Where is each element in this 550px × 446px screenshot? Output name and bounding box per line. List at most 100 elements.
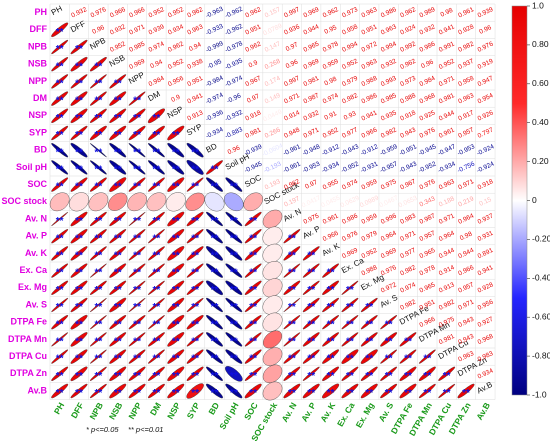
row-label: SOC stock bbox=[1, 196, 48, 206]
correlation-ellipse bbox=[186, 211, 204, 227]
significance-stars: ** bbox=[307, 319, 315, 330]
significance-stars: ** bbox=[172, 319, 180, 330]
correlation-ellipse bbox=[360, 332, 378, 347]
significance-stars: ** bbox=[230, 354, 238, 365]
correlation-ellipse bbox=[283, 383, 301, 399]
correlation-value: 0.976 bbox=[380, 264, 398, 277]
correlation-value: 0.0455 bbox=[320, 194, 341, 209]
significance-stars: ** bbox=[133, 319, 141, 330]
correlation-ellipse bbox=[186, 246, 204, 261]
correlation-ellipse bbox=[302, 383, 320, 399]
correlation-ellipse bbox=[186, 159, 204, 175]
correlation-ellipse bbox=[167, 160, 185, 175]
significance-stars: ** bbox=[191, 251, 199, 262]
correlation-value: 0.986 bbox=[341, 212, 359, 225]
significance-stars: ** bbox=[404, 388, 412, 399]
correlation-value: 0.932 bbox=[109, 23, 127, 36]
correlation-value: 0.97 bbox=[246, 93, 261, 105]
significance-stars: ** bbox=[288, 319, 296, 330]
significance-stars: ** bbox=[75, 113, 83, 124]
significance-stars: ** bbox=[133, 337, 141, 348]
correlation-value: 0.97 bbox=[304, 179, 319, 191]
significance-stars: ** bbox=[211, 337, 219, 348]
correlation-ellipse bbox=[205, 246, 224, 261]
correlation-ellipse bbox=[109, 383, 127, 399]
correlation-ellipse bbox=[70, 74, 88, 89]
significance-stars: ** bbox=[307, 285, 315, 296]
correlation-value: 0.943 bbox=[457, 316, 475, 329]
correlation-ellipse bbox=[244, 246, 262, 261]
correlation-ellipse bbox=[89, 246, 107, 261]
significance-stars: ** bbox=[114, 233, 122, 244]
column-label: Av.B bbox=[474, 401, 492, 422]
colorbar-tick-label: -0.40 bbox=[532, 273, 550, 283]
correlation-value: 0.91 bbox=[323, 110, 338, 122]
significance-stars: ** bbox=[153, 371, 161, 382]
correlation-ellipse bbox=[70, 280, 88, 296]
significance-stars: ** bbox=[172, 337, 180, 348]
correlation-value: -0.984 bbox=[205, 74, 225, 88]
significance-stars: ** bbox=[56, 319, 64, 330]
correlation-ellipse bbox=[360, 383, 378, 399]
significance-stars: ** bbox=[230, 319, 238, 330]
correlation-ellipse bbox=[109, 263, 127, 278]
significance-stars: ** bbox=[249, 302, 257, 313]
correlation-value: 0.15 bbox=[478, 196, 493, 208]
significance-stars: ** bbox=[346, 371, 354, 382]
correlation-value: 0.149 bbox=[264, 92, 282, 105]
correlation-value: 0.961 bbox=[438, 126, 456, 139]
significance-stars: ** bbox=[114, 182, 122, 193]
correlation-value: 0.928 bbox=[457, 23, 475, 36]
correlation-ellipse bbox=[225, 228, 243, 244]
correlation-ellipse bbox=[206, 349, 223, 364]
significance-stars: ** bbox=[56, 371, 64, 382]
correlation-ellipse bbox=[70, 297, 88, 313]
significance-stars: ** bbox=[191, 388, 199, 399]
significance-stars: ** bbox=[75, 319, 83, 330]
correlation-ellipse bbox=[51, 263, 69, 278]
significance-stars: ** bbox=[385, 371, 393, 382]
correlation-ellipse bbox=[418, 349, 436, 364]
correlation-value: 0.972 bbox=[380, 281, 398, 294]
correlation-value: 0.968 bbox=[419, 92, 437, 105]
correlation-ellipse bbox=[128, 297, 146, 313]
correlation-ellipse bbox=[262, 209, 283, 229]
correlation-value: 0.966 bbox=[361, 126, 379, 139]
column-label: Av. S bbox=[376, 400, 395, 423]
significance-stars: ** bbox=[172, 354, 180, 365]
correlation-value: 0.936 bbox=[283, 23, 301, 36]
significance-stars: ** bbox=[288, 285, 296, 296]
correlation-ellipse bbox=[128, 211, 146, 227]
column-label: SOC bbox=[242, 401, 260, 422]
correlation-value: 0.985 bbox=[128, 40, 146, 53]
significance-stars: ** bbox=[153, 165, 161, 176]
correlation-value: 0.951 bbox=[361, 23, 379, 36]
significance-stars: ** bbox=[327, 268, 335, 279]
significance-stars: ** bbox=[133, 251, 141, 262]
significance-note: * p<=0.05 bbox=[86, 425, 119, 434]
diagonal-label: BD bbox=[205, 141, 219, 154]
correlation-ellipse bbox=[51, 57, 69, 72]
correlation-value: 0.982 bbox=[399, 264, 417, 277]
significance-stars: ** bbox=[153, 319, 161, 330]
correlation-value: 0.943 bbox=[399, 126, 417, 139]
correlation-value: 0.975 bbox=[302, 212, 320, 225]
significance-stars: ** bbox=[75, 44, 83, 55]
correlation-value: -0.952 bbox=[340, 160, 360, 174]
significance-stars: ** bbox=[211, 388, 219, 399]
correlation-ellipse bbox=[147, 108, 165, 124]
correlation-ellipse bbox=[167, 125, 185, 141]
correlation-ellipse bbox=[167, 280, 185, 296]
correlation-ellipse bbox=[322, 366, 340, 382]
significance-stars: ** bbox=[211, 302, 219, 313]
correlation-value: -0.96 bbox=[226, 92, 243, 105]
correlation-value: 0.972 bbox=[361, 40, 379, 53]
correlation-value: 0.913 bbox=[186, 109, 204, 122]
correlation-value: -0.934 bbox=[321, 160, 341, 174]
diagonal-label: DM bbox=[146, 89, 162, 103]
significance-stars: ** bbox=[462, 388, 470, 399]
correlation-value: -0.953 bbox=[456, 143, 476, 157]
correlation-value: 0.962 bbox=[399, 58, 417, 71]
correlation-value: 0.917 bbox=[457, 109, 475, 122]
significance-stars: ** bbox=[153, 354, 161, 365]
